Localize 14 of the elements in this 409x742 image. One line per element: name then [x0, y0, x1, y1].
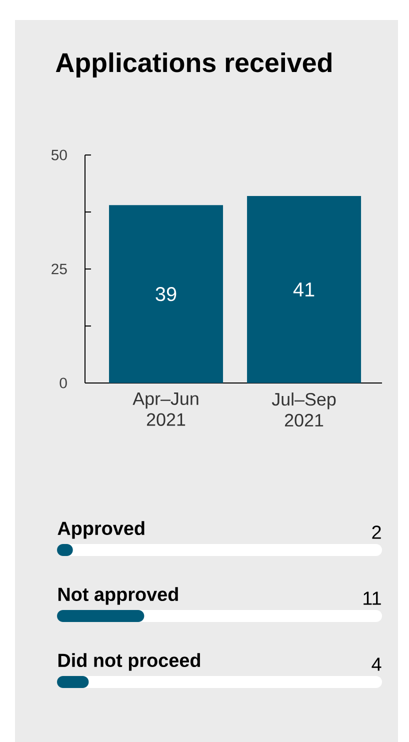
- data-label: 11: [364, 592, 381, 605]
- y-tick-label: 0: [60, 378, 67, 388]
- y-tick-label: 50: [51, 150, 67, 160]
- data-label: 41: [293, 282, 314, 296]
- y-tick-label: Not approved: [58, 587, 178, 605]
- chart-title: Applications received: [56, 52, 332, 78]
- data-label: 2: [372, 526, 381, 539]
- y-tick-label: Approved: [58, 521, 144, 539]
- y-tick-label: 25: [52, 264, 67, 274]
- x-tick-label: Apr–Jun 2021: [132, 392, 198, 426]
- data-label: 39: [156, 287, 176, 302]
- y-tick-label: Did not proceed: [58, 653, 200, 671]
- x-tick-label: Jul–Sep 2021: [272, 392, 336, 427]
- data-label: 4: [372, 658, 382, 671]
